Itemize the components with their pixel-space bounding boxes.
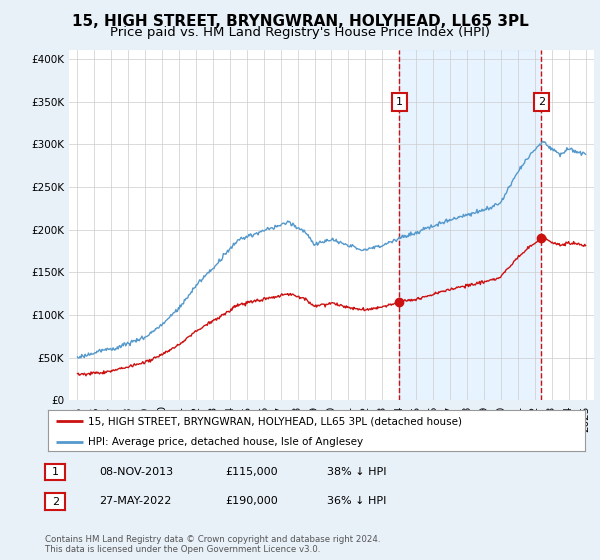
Text: 1: 1 (52, 467, 59, 477)
Text: 36% ↓ HPI: 36% ↓ HPI (327, 496, 386, 506)
Text: 08-NOV-2013: 08-NOV-2013 (99, 466, 173, 477)
Text: 38% ↓ HPI: 38% ↓ HPI (327, 466, 386, 477)
Text: 2: 2 (538, 97, 545, 106)
Text: HPI: Average price, detached house, Isle of Anglesey: HPI: Average price, detached house, Isle… (88, 437, 364, 447)
Text: 1: 1 (396, 97, 403, 106)
Text: £190,000: £190,000 (225, 496, 278, 506)
Text: Contains HM Land Registry data © Crown copyright and database right 2024.
This d: Contains HM Land Registry data © Crown c… (45, 535, 380, 554)
Text: 27-MAY-2022: 27-MAY-2022 (99, 496, 172, 506)
Text: 2: 2 (52, 497, 59, 507)
Text: Price paid vs. HM Land Registry's House Price Index (HPI): Price paid vs. HM Land Registry's House … (110, 26, 490, 39)
Text: 15, HIGH STREET, BRYNGWRAN, HOLYHEAD, LL65 3PL (detached house): 15, HIGH STREET, BRYNGWRAN, HOLYHEAD, LL… (88, 417, 462, 426)
Text: £115,000: £115,000 (225, 466, 278, 477)
Text: 15, HIGH STREET, BRYNGWRAN, HOLYHEAD, LL65 3PL: 15, HIGH STREET, BRYNGWRAN, HOLYHEAD, LL… (71, 14, 529, 29)
Bar (399, 50, 541, 400)
